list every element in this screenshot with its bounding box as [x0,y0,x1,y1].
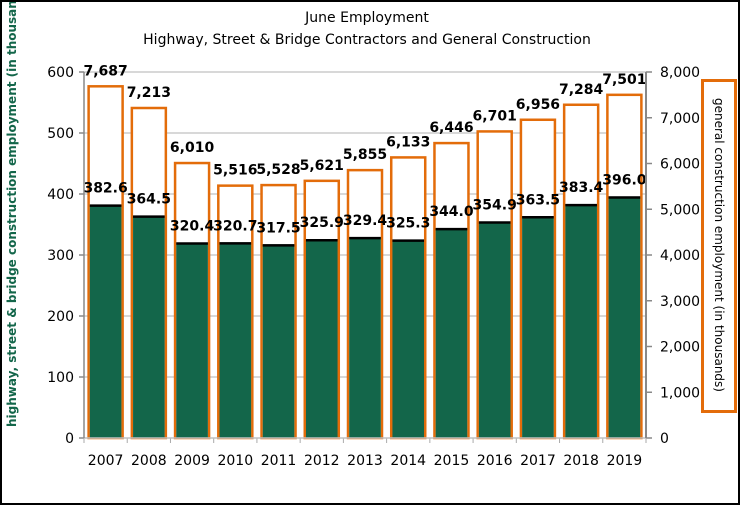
y-tick-label-left: 600 [47,65,74,81]
y-tick-label-right: 4,000 [660,248,700,264]
bar-highway-construction [133,215,165,438]
x-tick-label: 2012 [304,453,340,469]
y-tick-label-left: 300 [47,248,74,264]
y-tick-label-right: 2,000 [660,340,700,356]
data-label-highway: 344.0 [429,204,474,220]
y-tick-label-right: 3,000 [660,294,700,310]
x-tick-label: 2015 [434,453,470,469]
data-label-highway: 325.3 [386,216,430,232]
bar-highway-construction [478,221,511,438]
x-tick-label: 2014 [390,453,426,469]
data-label-general: 5,621 [300,158,344,174]
y-axis-label-right: general construction employment (in thou… [712,98,726,392]
data-label-general: 7,284 [559,82,604,98]
data-label-general: 7,213 [127,85,171,101]
x-tick-label: 2017 [520,453,556,469]
x-tick-label: 2009 [174,453,210,469]
x-tick-label: 2018 [563,453,599,469]
y-tick-label-right: 0 [660,431,669,447]
y-tick-label-left: 200 [47,309,74,325]
y-tick-label-left: 500 [47,126,74,142]
data-label-highway: 329.4 [343,213,388,229]
bar-highway-construction [305,239,338,438]
y-tick-label-left: 100 [47,370,74,386]
bar-highway-construction [176,242,208,438]
data-label-highway: 364.5 [127,192,171,208]
y-tick-label-left: 400 [47,187,74,203]
data-label-general: 6,956 [516,97,560,113]
x-tick-label: 2010 [217,453,253,469]
x-tick-label: 2013 [347,453,383,469]
data-label-highway: 363.5 [516,192,560,208]
data-label-general: 6,010 [170,140,215,156]
bar-highway-construction [219,242,252,438]
y-tick-label-right: 6,000 [660,157,700,173]
x-tick-label: 2008 [131,453,167,469]
chart-subtitle: Highway, Street & Bridge Contractors and… [143,32,591,48]
data-label-highway: 325.9 [300,215,344,231]
data-label-general: 5,855 [343,147,387,163]
data-label-general: 7,501 [602,72,646,88]
y-tick-label-right: 8,000 [660,65,700,81]
data-label-highway: 396.0 [602,172,647,188]
bar-highway-construction [608,196,641,438]
bar-highway-construction [349,237,381,438]
data-label-highway: 354.9 [473,198,517,214]
y-tick-label-right: 7,000 [660,111,700,127]
data-label-general: 6,133 [386,134,430,150]
data-label-highway: 382.6 [83,181,127,197]
y-axis-label-right-box: general construction employment (in thou… [701,79,737,413]
x-tick-label: 2011 [261,453,297,469]
x-tick-label: 2007 [88,453,124,469]
y-tick-label-right: 5,000 [660,202,700,218]
data-label-general: 6,446 [429,120,473,136]
bar-highway-construction [262,244,295,438]
bar-highway-construction [522,216,554,438]
bar-highway-construction [89,204,122,438]
data-label-general: 7,687 [83,63,127,79]
data-label-general: 6,701 [473,108,517,124]
x-tick-label: 2016 [477,453,513,469]
data-label-highway: 317.5 [256,220,300,236]
bar-highway-construction [565,204,597,438]
data-label-highway: 383.4 [559,180,604,196]
data-label-general: 5,516 [213,163,257,179]
y-tick-label-left: 0 [65,431,74,447]
chart-title: June Employment [305,10,429,26]
bar-highway-construction [435,228,468,438]
x-tick-label: 2019 [607,453,643,469]
data-label-highway: 320.7 [213,218,257,234]
bar-highway-construction [392,239,425,438]
y-axis-label-left: highway, street & bridge construction em… [5,0,19,427]
data-label-highway: 320.4 [170,219,215,235]
y-tick-label-right: 1,000 [660,385,700,401]
data-label-general: 5,528 [256,162,300,178]
